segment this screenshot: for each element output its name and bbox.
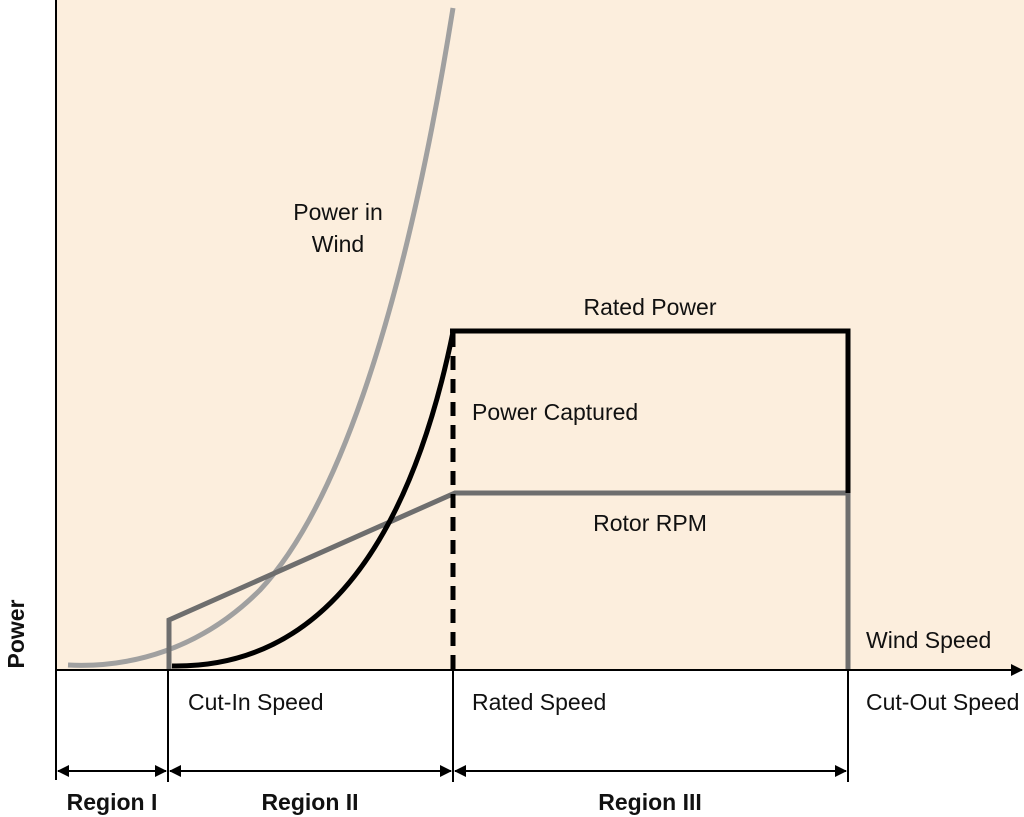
region-1-label: Region I bbox=[67, 789, 158, 815]
x-axis-label: Wind Speed bbox=[866, 627, 991, 653]
rated-power-label: Rated Power bbox=[584, 294, 717, 320]
rotor-rpm-line bbox=[166, 490, 851, 670]
cut-in-speed-label: Cut-In Speed bbox=[188, 689, 324, 715]
plot-background bbox=[56, 0, 1024, 670]
cut-out-speed-label: Cut-Out Speed bbox=[866, 689, 1019, 715]
power-in-wind-curve bbox=[67, 7, 456, 668]
y-axis-label: Power bbox=[3, 599, 29, 668]
region-3-label: Region III bbox=[598, 789, 702, 815]
power-captured-curve bbox=[171, 331, 456, 669]
rotor-rpm-label: Rotor RPM bbox=[593, 510, 707, 536]
region-2-label: Region II bbox=[261, 789, 358, 815]
rated-power-line bbox=[450, 328, 851, 493]
rated-speed-label: Rated Speed bbox=[472, 689, 606, 715]
power-in-wind-label-line1: Power in bbox=[293, 199, 382, 225]
power-captured-label: Power Captured bbox=[472, 399, 638, 425]
power-in-wind-label-line2: Wind bbox=[312, 231, 364, 257]
